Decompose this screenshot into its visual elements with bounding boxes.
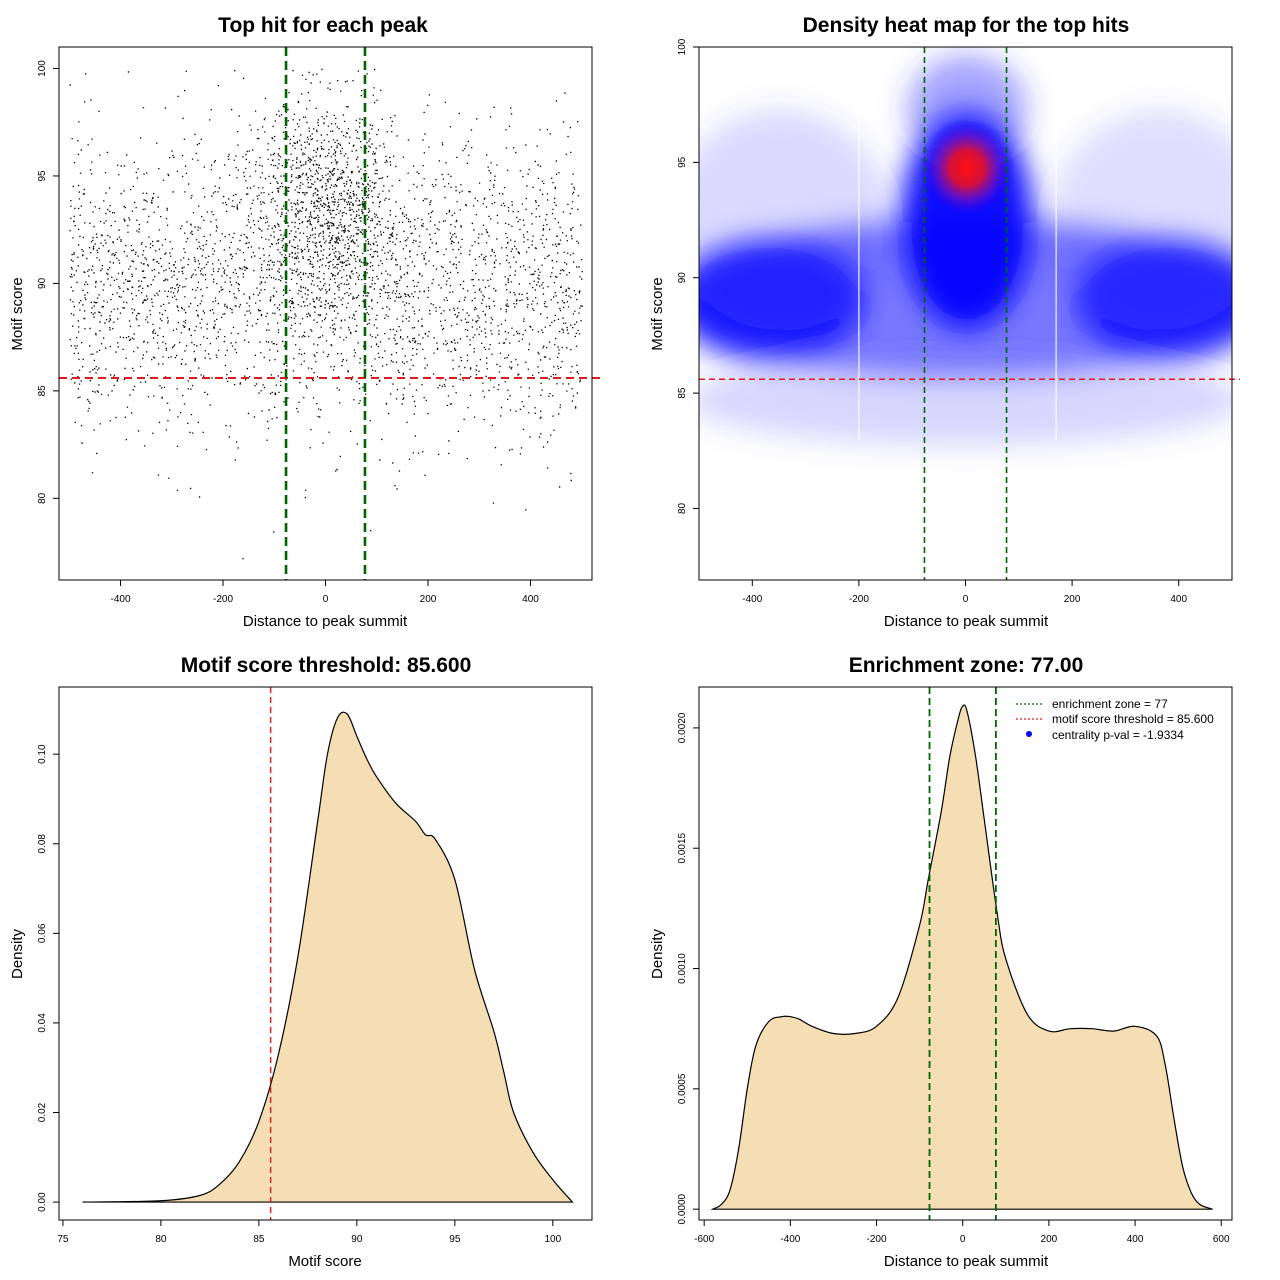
legend: enrichment zone = 77 motif score thresho…	[1016, 697, 1214, 742]
score-density-frame	[58, 686, 593, 1221]
heatmap-y-tick-label: 90	[677, 272, 688, 284]
heatmap-x-tick-label: 200	[1064, 594, 1081, 605]
score-x-tick-label: 95	[449, 1234, 461, 1245]
distance-density-x-label: Distance to peak summit	[884, 1253, 1049, 1270]
heatmap-title: Density heat map for the top hits	[803, 14, 1130, 37]
heatmap-y-tick-label: 85	[677, 387, 688, 399]
score-y-tick-label: 0.08	[37, 834, 48, 854]
score-y-tick-label: 0.02	[37, 1102, 48, 1122]
distance-x-tick-label: 400	[1127, 1234, 1144, 1245]
score-x-tick-label: 75	[57, 1234, 69, 1245]
distance-y-tick-label: 0.0005	[677, 1073, 688, 1104]
scatter-y-tick-label: 80	[37, 492, 48, 504]
heatmap-x-tick-label: -200	[849, 594, 869, 605]
distance-density-y-label: Density	[649, 928, 666, 979]
scatter-y-label: Motif score	[9, 277, 26, 350]
distance-density-curve	[710, 704, 1213, 1210]
score-y-tick-label: 0.10	[37, 744, 48, 764]
heatmap-x-tick-label: 0	[963, 594, 969, 605]
scatter-y-tick-label: 85	[37, 385, 48, 397]
heatmap-x-label: Distance to peak summit	[884, 613, 1049, 630]
heatmap-y-tick-label: 80	[677, 502, 688, 514]
distance-x-tick-label: -200	[867, 1234, 887, 1245]
scatter-point-cloud	[69, 68, 583, 560]
heatmap-x-tick-label: -400	[742, 594, 762, 605]
scatter-y-tick-label: 95	[37, 170, 48, 182]
heatmap-panel: Density heat map for the top hits -400 -2…	[649, 14, 1240, 630]
scatter-points	[69, 68, 583, 560]
score-density-y-label: Density	[9, 928, 26, 979]
heatmap-reference-lines	[699, 47, 1240, 580]
scatter-axes: -400 -200 0 200 400 80 85 90 95 100	[37, 60, 539, 605]
scatter-y-tick-label: 100	[37, 60, 48, 77]
scatter-x-tick-label: 0	[323, 594, 329, 605]
scatter-panel: Top hit for each peak -400 -200 0 200 400 80 8…	[9, 14, 600, 630]
distance-y-tick-label: 0.0020	[677, 712, 688, 743]
heat-haze-left	[699, 110, 890, 330]
score-y-tick-label: 0.00	[37, 1192, 48, 1212]
distance-zone-lines	[928, 687, 997, 1220]
distance-density-title: Enrichment zone: 77.00	[849, 654, 1084, 677]
legend-threshold-label: motif score threshold = 85.600	[1052, 712, 1214, 726]
scatter-x-tick-label: -200	[213, 594, 233, 605]
scatter-x-tick-label: 400	[522, 594, 539, 605]
heatmap-density	[699, 55, 1232, 445]
score-x-tick-label: 85	[253, 1234, 265, 1245]
score-density-panel: Motif score threshold: 85.600 75 80 85 90 95…	[9, 654, 593, 1270]
scatter-title: Top hit for each peak	[218, 14, 428, 37]
distance-y-tick-label: 0.0015	[677, 832, 688, 863]
scatter-x-label: Distance to peak summit	[243, 613, 408, 630]
scatter-x-tick-label: -400	[110, 594, 130, 605]
score-y-tick-label: 0.06	[37, 923, 48, 943]
score-x-tick-label: 100	[544, 1234, 561, 1245]
legend-zone-label: enrichment zone = 77	[1052, 697, 1168, 711]
heatmap-axes: -400 -200 0 200 400 80 85 90 95 100	[677, 38, 1187, 605]
distance-x-tick-label: 600	[1213, 1234, 1230, 1245]
score-density-axes: 75 80 85 90 95 100 0.00 0.02 0.04 0.06 0.08 0.10	[37, 744, 562, 1245]
score-density-curve	[82, 711, 574, 1203]
distance-density-frame	[698, 686, 1233, 1221]
heat-haze-right	[1050, 110, 1232, 330]
distance-x-tick-label: 200	[1041, 1234, 1058, 1245]
distance-y-tick-label: 0.0000	[677, 1193, 688, 1224]
scatter-y-tick-label: 90	[37, 277, 48, 289]
heat-tail-bottom	[699, 355, 1232, 445]
score-density-x-label: Motif score	[288, 1253, 361, 1270]
heatmap-y-tick-label: 95	[677, 156, 688, 168]
legend-centrality-dot	[1026, 731, 1032, 737]
heatmap-x-tick-label: 400	[1170, 594, 1187, 605]
scatter-reference-lines	[59, 47, 600, 580]
heatmap-y-label: Motif score	[649, 277, 666, 350]
heat-hotspot	[919, 118, 1015, 218]
score-x-tick-label: 80	[155, 1234, 167, 1245]
score-y-tick-label: 0.04	[37, 1013, 48, 1033]
heatmap-y-tick-label: 100	[677, 38, 688, 55]
distance-y-tick-label: 0.0010	[677, 953, 688, 984]
scatter-x-tick-label: 200	[420, 594, 437, 605]
score-density-title: Motif score threshold: 85.600	[181, 654, 472, 677]
score-x-tick-label: 90	[351, 1234, 363, 1245]
legend-centrality-label: centrality p-val = -1.9334	[1052, 728, 1184, 742]
distance-x-tick-label: -400	[780, 1234, 800, 1245]
distance-x-tick-label: -600	[694, 1234, 714, 1245]
distance-x-tick-label: 0	[960, 1234, 966, 1245]
distance-density-axes: -600 -400 -200 0 200 400 600 0.0000 0.0005 0.0010…	[677, 712, 1230, 1245]
distance-density-panel: Enrichment zone: 77.00 -600 -400 -200 0 200 4…	[649, 654, 1233, 1270]
